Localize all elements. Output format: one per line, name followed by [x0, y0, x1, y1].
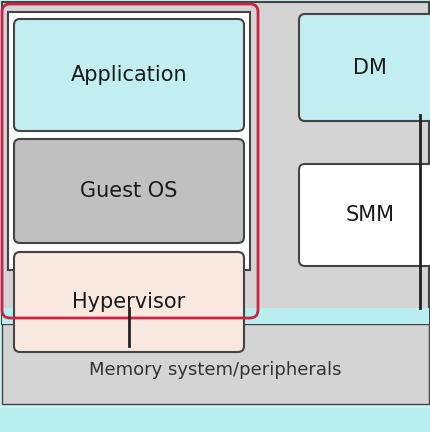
Bar — [2, 324, 428, 404]
Text: SMM: SMM — [345, 205, 393, 225]
FancyBboxPatch shape — [298, 14, 430, 121]
FancyBboxPatch shape — [14, 139, 243, 243]
Bar — [2, 308, 428, 324]
FancyBboxPatch shape — [2, 2, 428, 324]
FancyBboxPatch shape — [14, 19, 243, 131]
FancyBboxPatch shape — [298, 164, 430, 266]
Text: Application: Application — [71, 65, 187, 85]
Text: Hypervisor: Hypervisor — [72, 292, 185, 312]
FancyBboxPatch shape — [8, 12, 249, 270]
Text: DM: DM — [352, 58, 386, 78]
FancyBboxPatch shape — [14, 252, 243, 352]
Text: Memory system/peripherals: Memory system/peripherals — [89, 361, 341, 379]
Bar — [0, 408, 430, 432]
Text: Guest OS: Guest OS — [80, 181, 177, 201]
